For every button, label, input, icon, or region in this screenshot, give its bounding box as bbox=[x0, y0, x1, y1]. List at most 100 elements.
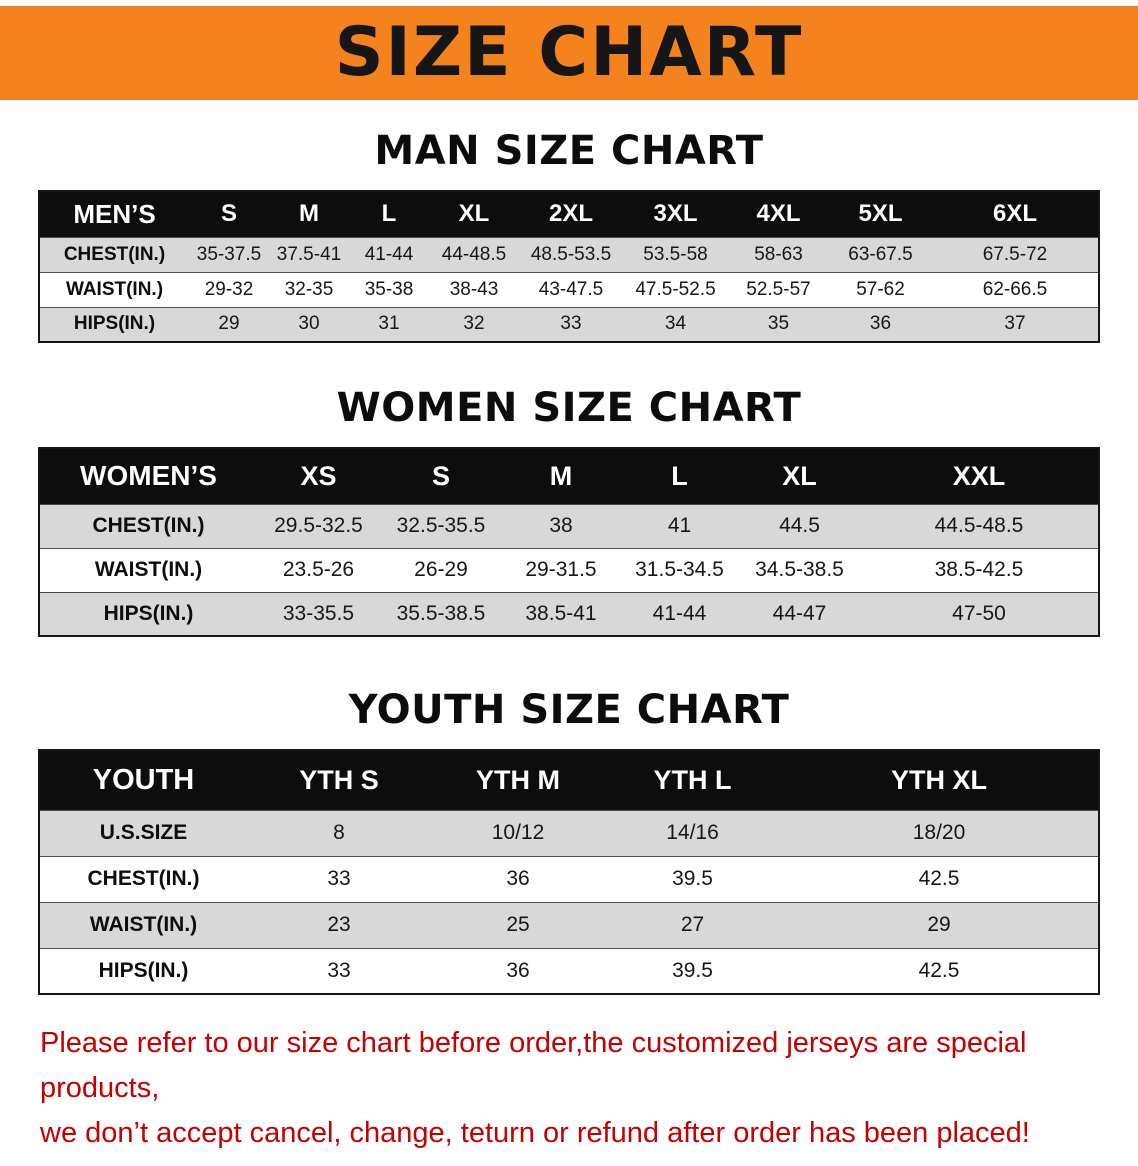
size-value: 36 bbox=[869, 313, 892, 335]
size-column-header: S bbox=[189, 191, 269, 237]
size-value: 35 bbox=[767, 313, 790, 335]
size-value: 32-35 bbox=[284, 278, 334, 300]
size-value: 41 bbox=[667, 514, 692, 537]
youth-section-heading: YOUTH SIZE CHART bbox=[348, 687, 790, 733]
size-column-header: XL bbox=[739, 448, 860, 504]
size-value: 29.5-32.5 bbox=[274, 514, 363, 537]
size-column-header: M bbox=[502, 448, 620, 504]
page-title: SIZE CHART bbox=[334, 13, 804, 92]
size-column-header: 3XL bbox=[623, 191, 728, 237]
size-value: 33-35.5 bbox=[282, 601, 355, 625]
size-value: 26-29 bbox=[414, 558, 468, 581]
row-label: WAIST(IN.) bbox=[65, 278, 164, 300]
youth-header-row: YOUTH YTH S YTH M YTH L YTH XL bbox=[39, 750, 1099, 810]
men-size-section: MAN SIZE CHART MEN’S S M L XL 2XL 3XL 4XL 5XL 6XL… bbox=[0, 128, 1138, 343]
measurement-row: WAIST(IN.) 29-32 32-35 35-38 38-43 43-47.5 47.… bbox=[39, 272, 1099, 307]
size-column-header: XL bbox=[429, 191, 519, 237]
size-value: 33 bbox=[560, 313, 582, 335]
size-value: 29 bbox=[218, 313, 240, 335]
size-value: 31 bbox=[378, 313, 400, 335]
row-label: CHEST(IN.) bbox=[63, 243, 166, 265]
size-column-header: L bbox=[620, 448, 739, 504]
size-value: 23.5-26 bbox=[282, 558, 355, 581]
women-table-title: WOMEN’S bbox=[39, 448, 257, 504]
size-column-header: 6XL bbox=[932, 191, 1099, 237]
size-value: 58-63 bbox=[754, 243, 803, 265]
size-value: 38.5-42.5 bbox=[934, 558, 1024, 581]
size-value: 8 bbox=[333, 821, 345, 844]
men-section-heading: MAN SIZE CHART bbox=[374, 128, 764, 174]
size-value: 57-62 bbox=[856, 278, 905, 300]
men-size-table: MEN’S S M L XL 2XL 3XL 4XL 5XL 6XL CHEST(IN.) 35-37… bbox=[38, 190, 1100, 343]
size-value: 25 bbox=[506, 913, 530, 936]
size-value: 32.5-35.5 bbox=[396, 514, 486, 537]
size-value: 32 bbox=[463, 313, 485, 335]
size-value: 44-47 bbox=[772, 601, 827, 625]
row-label: U.S.SIZE bbox=[99, 821, 188, 844]
size-value: 31.5-34.5 bbox=[635, 558, 724, 581]
size-value: 33 bbox=[327, 958, 351, 982]
measurement-row: U.S.SIZE 8 10/12 14/16 18/20 bbox=[39, 810, 1099, 856]
size-value: 30 bbox=[298, 313, 320, 335]
size-value: 63-67.5 bbox=[848, 243, 913, 265]
size-value: 44-48.5 bbox=[441, 243, 507, 265]
row-label: CHEST(IN.) bbox=[92, 514, 205, 537]
size-value: 47-50 bbox=[952, 601, 1006, 625]
size-value: 29 bbox=[927, 913, 951, 936]
size-value: 38-43 bbox=[449, 278, 499, 300]
size-value: 42.5 bbox=[918, 867, 960, 890]
row-label: HIPS(IN.) bbox=[98, 958, 189, 982]
size-value: 35-37.5 bbox=[196, 243, 262, 265]
size-column-header: YTH M bbox=[431, 750, 605, 810]
size-value: 34 bbox=[664, 313, 687, 335]
men-header-row: MEN’S S M L XL 2XL 3XL 4XL 5XL 6XL bbox=[39, 191, 1099, 237]
size-value: 14/16 bbox=[666, 821, 719, 844]
youth-size-table: YOUTH YTH S YTH M YTH L YTH XL U.S.SIZE 8 10/12… bbox=[38, 749, 1100, 995]
men-table-title: MEN’S bbox=[39, 191, 189, 237]
note-line-2: we don’t accept cancel, change, teturn o… bbox=[40, 1116, 1030, 1149]
youth-table-title: YOUTH bbox=[39, 750, 247, 810]
size-chart-banner: SIZE CHART bbox=[0, 6, 1138, 100]
women-size-table: WOMEN’S XS S M L XL XXL CHEST(IN.) 29.5-32.5 32.5… bbox=[38, 447, 1100, 637]
size-value: 47.5-52.5 bbox=[635, 278, 716, 300]
size-value: 39.5 bbox=[672, 958, 713, 982]
size-value: 43-47.5 bbox=[538, 278, 604, 300]
size-column-header: 2XL bbox=[519, 191, 623, 237]
row-label: WAIST(IN.) bbox=[89, 913, 198, 936]
size-value: 37.5-41 bbox=[276, 243, 342, 265]
row-label: WAIST(IN.) bbox=[94, 558, 203, 581]
youth-size-section: YOUTH SIZE CHART YOUTH YTH S YTH M YTH L YTH… bbox=[0, 687, 1138, 995]
size-value: 52.5-57 bbox=[746, 278, 811, 300]
size-value: 10/12 bbox=[491, 821, 545, 844]
size-value: 39.5 bbox=[672, 867, 713, 890]
size-value: 42.5 bbox=[918, 958, 960, 982]
measurement-row: HIPS(IN.) 29 30 31 32 33 34 35 36 37 bbox=[39, 307, 1099, 342]
size-column-header: M bbox=[269, 191, 349, 237]
measurement-row: CHEST(IN.) 35-37.5 37.5-41 41-44 44-48.5 48.5… bbox=[39, 237, 1099, 272]
size-column-header: XXL bbox=[860, 448, 1099, 504]
size-value: 35.5-38.5 bbox=[396, 601, 486, 625]
size-value: 37 bbox=[1004, 313, 1026, 335]
row-label: HIPS(IN.) bbox=[73, 313, 156, 335]
size-column-header: YTH XL bbox=[780, 750, 1099, 810]
size-column-header: XS bbox=[257, 448, 380, 504]
size-chart-page: SIZE CHART MAN SIZE CHART MEN’S S M L XL 2XL 3… bbox=[0, 6, 1138, 1156]
measurement-row: CHEST(IN.) 33 36 39.5 42.5 bbox=[39, 856, 1099, 902]
size-value: 48.5-53.5 bbox=[530, 243, 612, 265]
size-value: 27 bbox=[680, 913, 705, 936]
size-value: 41-44 bbox=[652, 601, 707, 625]
size-column-header: 4XL bbox=[728, 191, 829, 237]
size-column-header: 5XL bbox=[829, 191, 932, 237]
size-value: 62-66.5 bbox=[982, 278, 1048, 300]
measurement-row: WAIST(IN.) 23 25 27 29 bbox=[39, 902, 1099, 948]
size-value: 67.5-72 bbox=[982, 243, 1048, 265]
size-value: 36 bbox=[506, 958, 530, 982]
women-size-section: WOMEN SIZE CHART WOMEN’S XS S M L XL XXL CHEST(… bbox=[0, 385, 1138, 637]
women-header-row: WOMEN’S XS S M L XL XXL bbox=[39, 448, 1099, 504]
size-value: 44.5 bbox=[779, 514, 820, 537]
measurement-row: WAIST(IN.) 23.5-26 26-29 29-31.5 31.5-34.5 34… bbox=[39, 548, 1099, 592]
size-value: 41-44 bbox=[364, 243, 414, 265]
size-value: 29-31.5 bbox=[525, 558, 597, 581]
size-column-header: L bbox=[349, 191, 429, 237]
size-value: 23 bbox=[327, 913, 351, 936]
